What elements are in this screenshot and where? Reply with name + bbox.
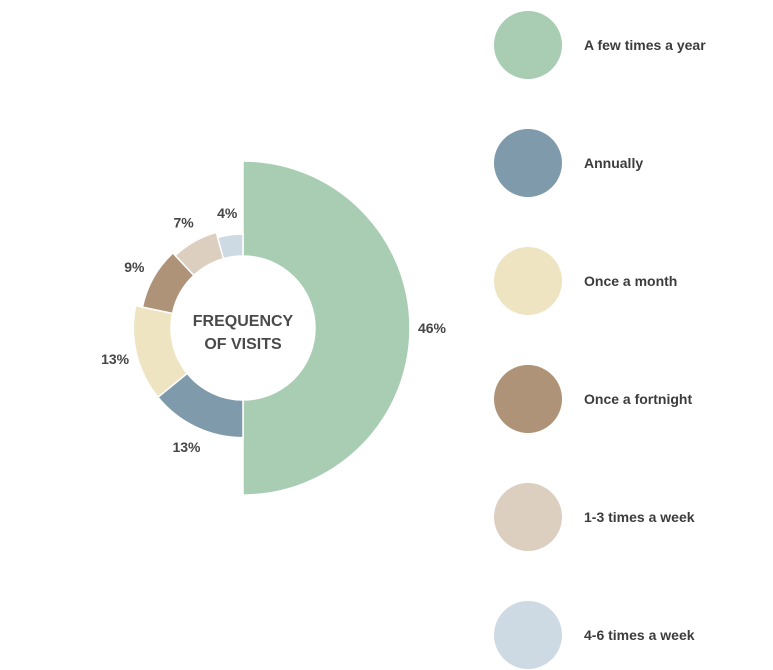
legend-swatch	[494, 11, 562, 79]
value-label-a-few-times-a-year: 46%	[418, 320, 447, 336]
donut-slices	[132, 160, 411, 496]
legend: A few times a year Annually Once a month On…	[494, 10, 773, 669]
chart-area: 46% 13% 13% 9% 7% 4% FREQUENCY OF VISITS A fe…	[101, 10, 773, 669]
legend-item-a-few-times-a-year: A few times a year	[494, 10, 706, 80]
legend-swatch	[494, 247, 562, 315]
donut-chart: 46% 13% 13% 9% 7% 4% FREQUENCY OF VISITS	[101, 160, 447, 496]
legend-label: 4-6 times a week	[584, 627, 695, 643]
legend-label: Once a month	[584, 273, 678, 289]
legend-label: Once a fortnight	[584, 391, 693, 407]
value-label-1-3-times-a-week: 7%	[173, 214, 194, 230]
legend-item-once-a-fortnight: Once a fortnight	[494, 364, 692, 434]
legend-swatch	[494, 129, 562, 197]
legend-item-1-3-times-a-week: 1-3 times a week	[494, 482, 695, 552]
legend-item-once-a-month: Once a month	[494, 246, 677, 316]
center-label-line-1: FREQUENCY	[193, 313, 294, 330]
value-label-once-a-fortnight: 9%	[124, 259, 145, 275]
legend-swatch	[494, 483, 562, 551]
center-label-line-2: OF VISITS	[204, 336, 282, 353]
legend-swatch	[494, 601, 562, 669]
donut-hole	[171, 256, 315, 400]
legend-label: 1-3 times a week	[584, 509, 695, 525]
legend-label: Annually	[584, 155, 644, 171]
value-label-once-a-month: 13%	[101, 351, 130, 367]
value-label-4-6-times-a-week: 4%	[217, 205, 238, 221]
legend-item-4-6-times-a-week: 4-6 times a week	[494, 600, 695, 670]
value-label-annually: 13%	[172, 439, 201, 455]
legend-item-annually: Annually	[494, 128, 643, 198]
slice-labels: 46% 13% 13% 9% 7% 4%	[101, 205, 446, 455]
legend-label: A few times a year	[584, 37, 706, 53]
legend-swatch	[494, 365, 562, 433]
